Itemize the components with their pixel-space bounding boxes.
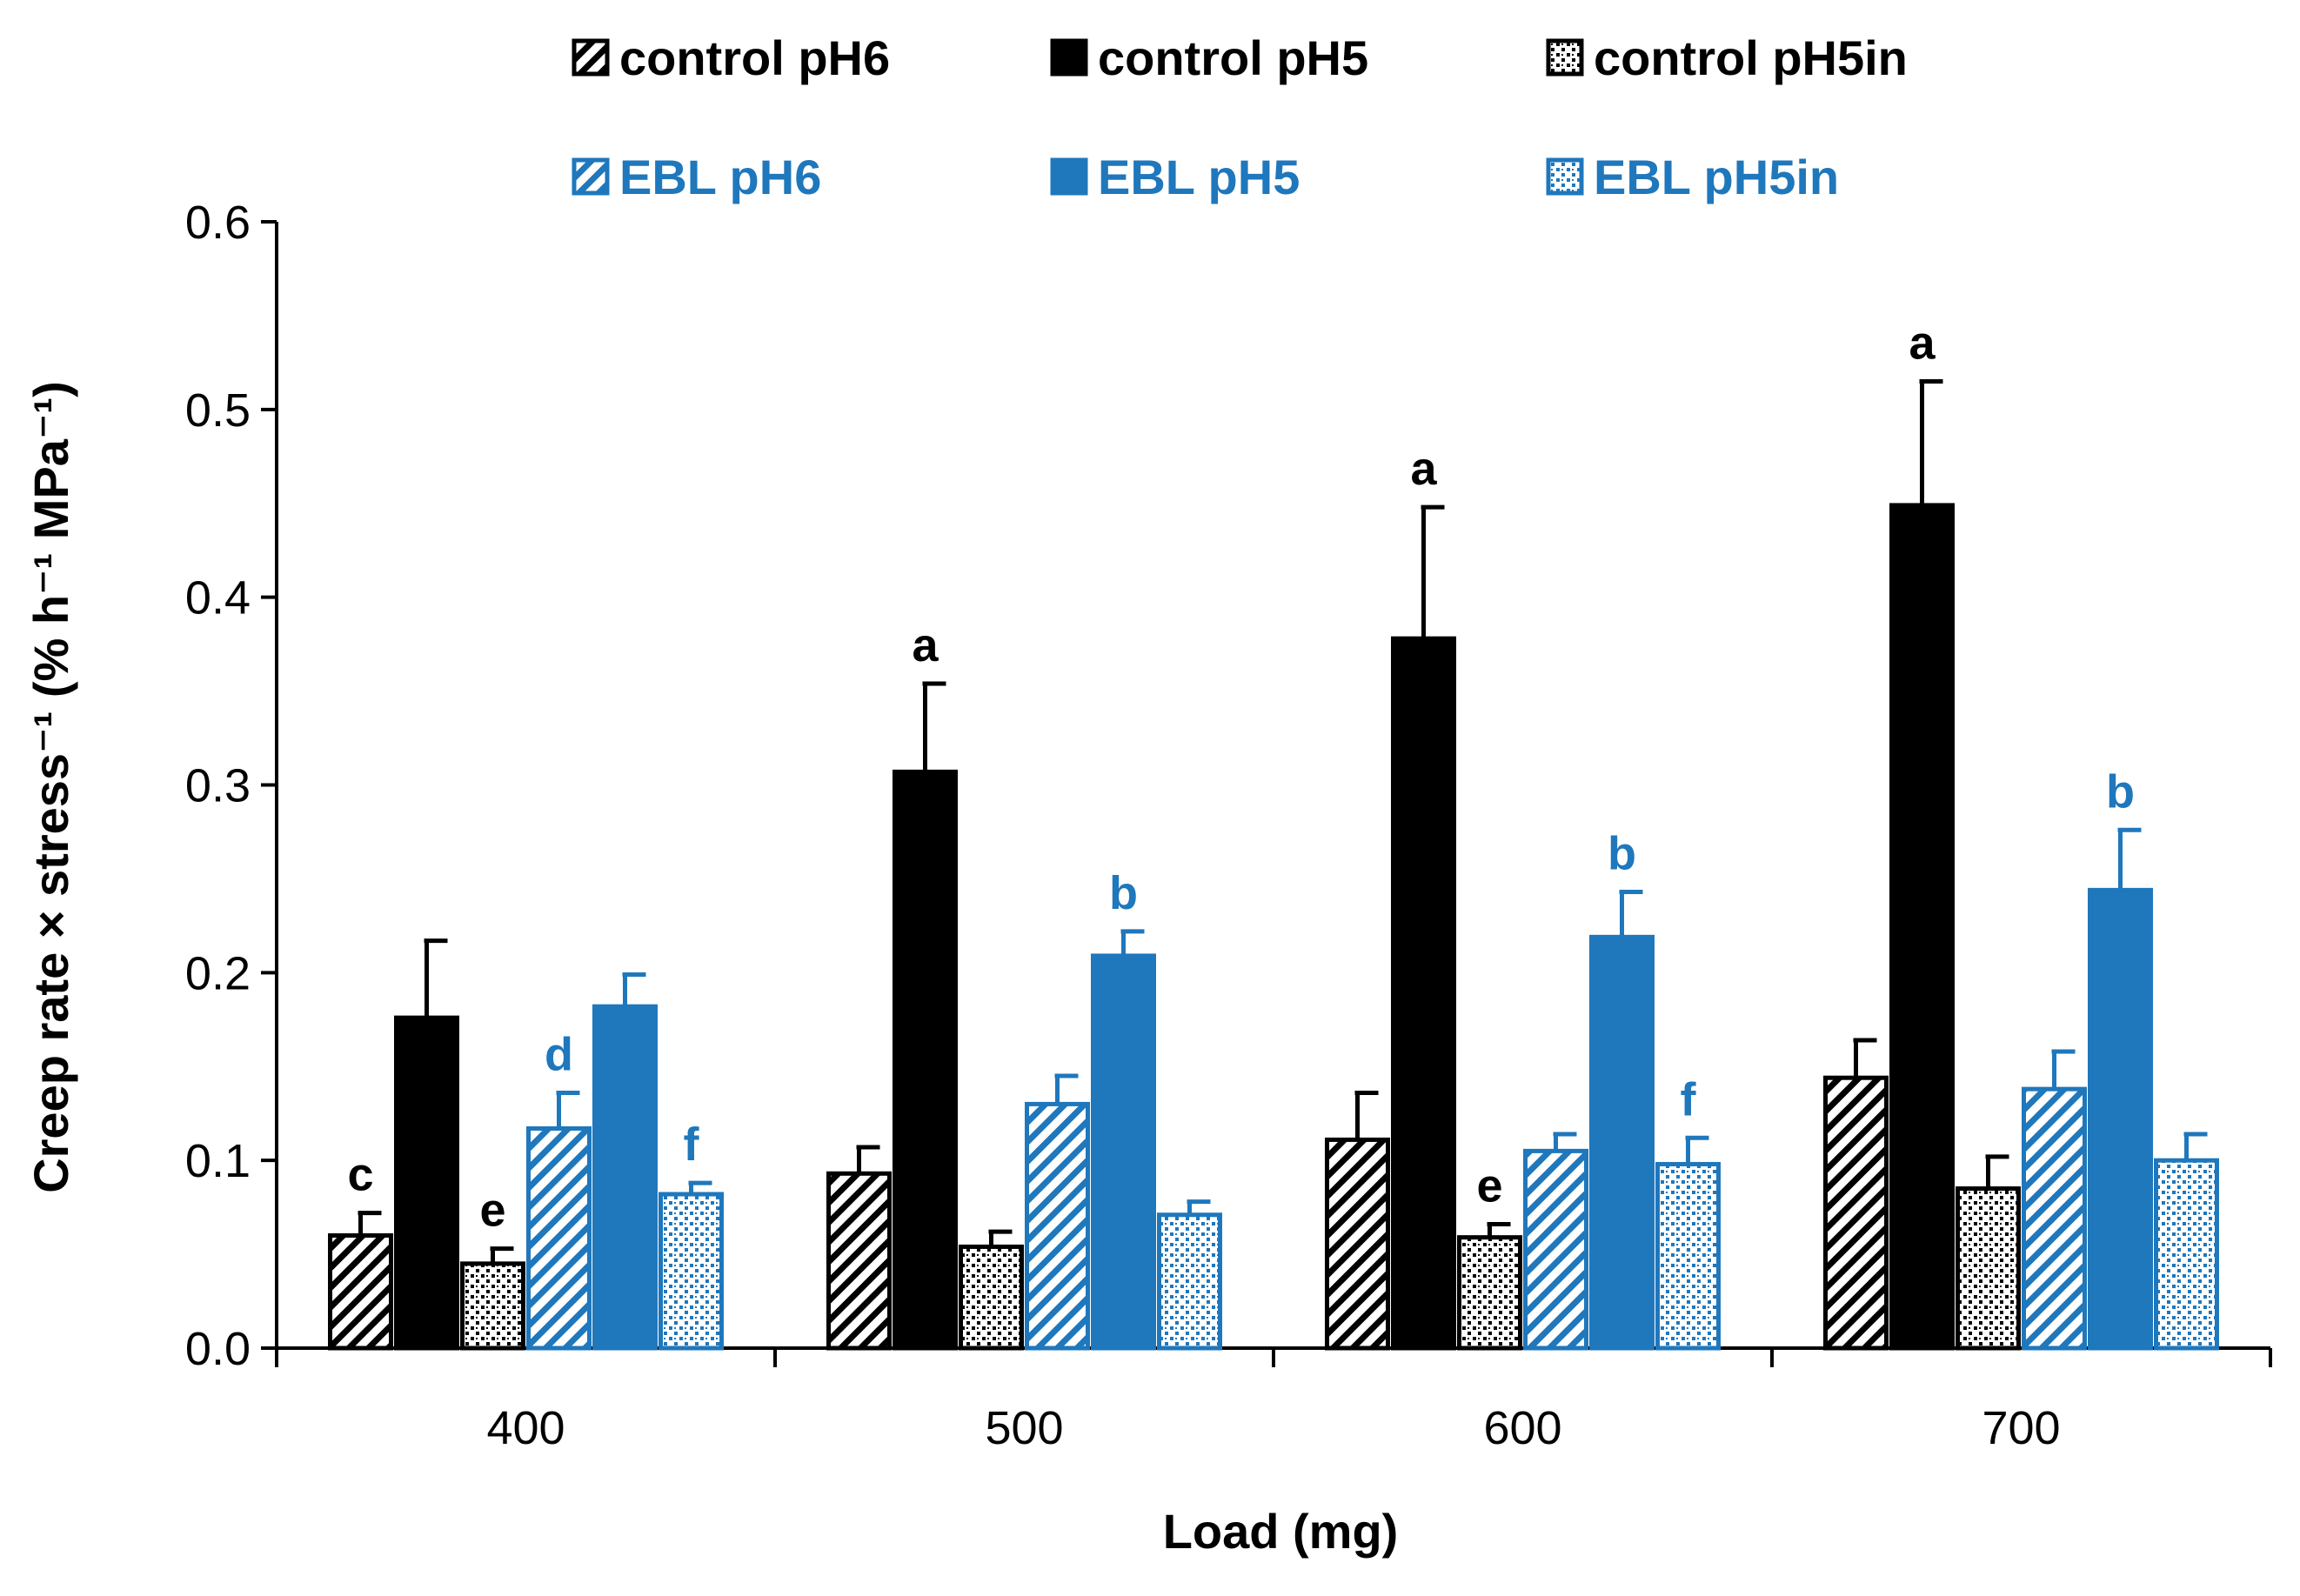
significance-letter: d [545,1028,573,1080]
bar [2088,887,2153,1351]
y-tick-label: 0.5 [185,384,251,437]
bar [460,1261,525,1351]
y-axis: 0.0 0.1 0.2 0.3 0.4 0.5 0.6 [185,197,278,1375]
legend-swatch [1050,157,1088,196]
y-tick-label: 0.2 [185,947,251,999]
x-axis: 400 500 600 700 [275,1346,2272,1454]
y-tick-label: 0.6 [185,197,251,249]
legend-label: EBL pH6 [619,150,821,204]
bar [1025,1101,1090,1351]
bar [1325,1137,1390,1351]
y-axis-title: Creep rate × stress⁻¹ (% h⁻¹ MPa⁻¹) [23,381,78,1193]
significance-letter: a [1909,317,1936,369]
bar [1589,934,1655,1351]
significance-letter: b [1109,867,1138,919]
bar [526,1125,592,1351]
bar [394,1015,459,1351]
legend-label: EBL pH5in [1594,150,1839,204]
x-tick-label: 600 [1483,1402,1561,1454]
bars: c e d f a b a e b f a b [328,317,2219,1351]
bar [1823,1075,1889,1351]
bar [1655,1161,1721,1351]
legend-label: control pH5in [1594,30,1908,85]
bar [328,1233,393,1351]
bar [659,1192,724,1351]
y-tick-label: 0.1 [185,1135,251,1187]
x-axis-title: Load (mg) [1163,1504,1399,1559]
significance-letter: b [1608,828,1636,880]
significance-letter: a [912,619,939,671]
significance-letter: b [2106,765,2135,818]
legend-label: control pH6 [619,30,890,85]
significance-letter: e [1476,1160,1502,1212]
y-tick-label: 0.4 [185,572,251,624]
bar [2022,1086,2087,1351]
significance-letter: f [1681,1073,1697,1125]
significance-letter: f [684,1119,700,1171]
bar [2154,1158,2219,1351]
y-tick-label: 0.0 [185,1323,251,1375]
bar [1157,1212,1222,1351]
x-tick-label: 500 [985,1402,1063,1454]
bar [592,1004,658,1351]
bar [826,1171,892,1351]
legend-swatch [1546,157,1584,196]
bar [1956,1186,2021,1351]
bar [959,1244,1024,1351]
significance-letter: a [1410,443,1437,495]
bar [893,769,958,1351]
significance-letter: e [479,1185,505,1237]
legend-swatch [1050,38,1088,77]
x-tick-label: 400 [486,1402,565,1454]
bar [1457,1235,1522,1351]
y-tick-label: 0.3 [185,760,251,812]
bar [1091,953,1156,1351]
legend-swatch [572,38,610,77]
legend-swatch [572,157,610,196]
x-tick-label: 700 [1982,1402,2060,1454]
legend-label: control pH5 [1098,30,1368,85]
legend-label: EBL pH5 [1098,150,1300,204]
legend: control pH6 control pH5 control pH5in EBL p… [572,30,1908,204]
bar [1391,636,1456,1351]
legend-swatch [1546,38,1584,77]
bar [1889,503,1955,1351]
bar [1523,1148,1588,1351]
significance-letter: c [347,1149,373,1201]
